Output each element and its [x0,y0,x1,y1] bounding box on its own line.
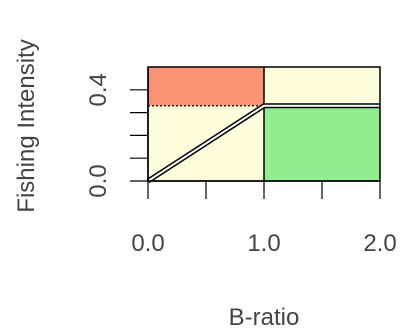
axes-layer: 0.0 1.0 2.0 0.0 0.4 [85,66,397,257]
region-healthy-not-overfishing [264,105,380,181]
region-overfishing-depleted [148,67,264,106]
control-rule-line [147,104,380,182]
control-rule-layer [146,103,380,184]
y-tick-label: 0.0 [85,164,112,197]
y-tick-label: 0.4 [85,73,112,106]
y-axis-label: Fishing Intensity [13,39,40,212]
region-overfishing-healthy [264,67,380,106]
x-tick-label: 1.0 [247,230,280,257]
regions-layer [148,67,380,181]
x-tick-label: 2.0 [363,230,396,257]
x-axis-label: B-ratio [229,304,300,331]
x-tick-label: 0.0 [131,230,164,257]
